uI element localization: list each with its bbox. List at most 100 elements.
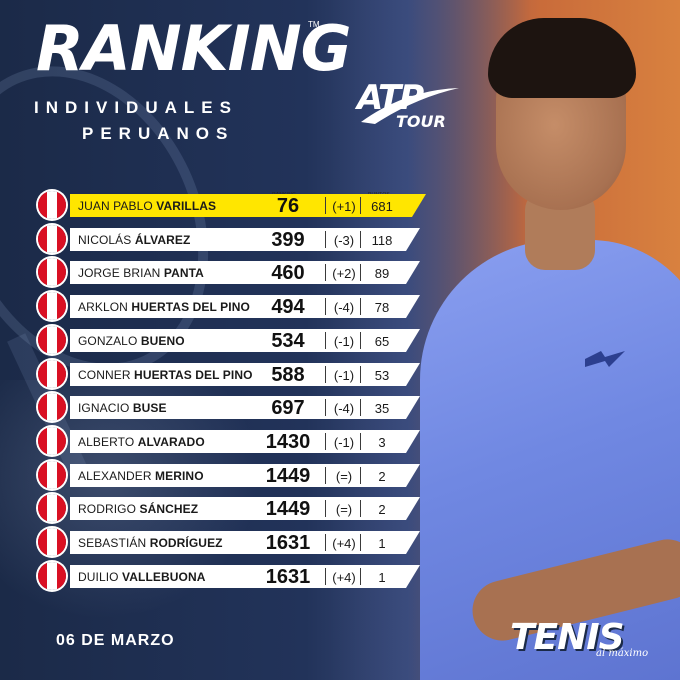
- lotto-logo-icon: [585, 351, 625, 367]
- player-name: GONZALO BUENO: [78, 334, 185, 348]
- peru-flag-icon: [38, 225, 66, 253]
- player-points: 1: [378, 570, 386, 585]
- column-separator: [360, 197, 361, 214]
- player-rank: 399: [271, 229, 305, 251]
- player-name: DUILIO VALLEBUONA: [78, 570, 206, 584]
- player-name: ALBERTO ALVARADO: [78, 435, 205, 449]
- player-first-name: NICOLÁS: [78, 233, 132, 247]
- player-rank: 697: [271, 397, 305, 419]
- player-rank: 1449: [265, 498, 311, 520]
- player-name: SEBASTIÁN RODRÍGUEZ: [78, 536, 223, 550]
- player-first-name: GONZALO: [78, 334, 138, 348]
- player-name: IGNACIO BUSE: [78, 401, 167, 415]
- rank-change: (-3): [333, 233, 355, 248]
- peru-flag-icon: [38, 326, 66, 354]
- player-points: 1: [378, 536, 386, 551]
- player-rank: 1449: [265, 465, 311, 487]
- column-separator: [360, 366, 361, 383]
- column-separator: [325, 433, 326, 450]
- row-bar: [70, 531, 420, 554]
- column-separator: [325, 231, 326, 248]
- player-points: 53: [374, 368, 390, 383]
- rank-change: (-1): [333, 368, 355, 383]
- player-last-name: ÁLVAREZ: [134, 233, 191, 247]
- player-rank: 534: [271, 330, 305, 352]
- player-last-name: SÁNCHEZ: [139, 502, 199, 516]
- rank-change: (=): [335, 469, 353, 484]
- row-bar: [70, 329, 420, 352]
- column-separator: [360, 467, 361, 484]
- page-title: RANKING: [36, 12, 352, 85]
- column-separator: [360, 534, 361, 551]
- date-label: 06 DE MARZO: [56, 632, 175, 649]
- player-first-name: JORGE BRIAN: [78, 266, 161, 280]
- column-separator: [325, 264, 326, 281]
- player-hair: [488, 18, 636, 98]
- column-separator: [325, 534, 326, 551]
- player-first-name: ARKLON: [78, 300, 128, 314]
- row-bar: [70, 396, 420, 419]
- player-last-name: MERINO: [155, 469, 204, 483]
- player-last-name: PANTA: [163, 266, 204, 280]
- row-bar: [70, 430, 420, 453]
- peru-flag-icon: [38, 562, 66, 590]
- column-separator: [360, 332, 361, 349]
- peru-flag-icon: [38, 528, 66, 556]
- player-last-name: VARILLAS: [156, 199, 217, 213]
- player-last-name: RODRÍGUEZ: [149, 536, 223, 550]
- rank-change: (+1): [332, 199, 356, 214]
- player-rank: 1631: [265, 532, 311, 554]
- rank-change: (-4): [333, 300, 355, 315]
- column-separator: [325, 399, 326, 416]
- player-first-name: JUAN PABLO: [78, 199, 153, 213]
- subtitle-line-1: INDIVIDUALES: [34, 98, 238, 117]
- rank-change: (+2): [332, 266, 356, 281]
- row-bar: [70, 194, 426, 217]
- player-points: 35: [374, 401, 390, 416]
- player-points: 2: [378, 502, 386, 517]
- player-first-name: ALEXANDER: [78, 469, 152, 483]
- column-separator: [360, 568, 361, 585]
- player-first-name: ALBERTO: [78, 435, 135, 449]
- atp-tour-text: TOUR: [396, 112, 446, 131]
- peru-flag-icon: [38, 494, 66, 522]
- row-bar: [70, 565, 420, 588]
- player-name: ALEXANDER MERINO: [78, 469, 204, 483]
- player-name: CONNER HUERTAS DEL PINO: [78, 368, 253, 382]
- player-points: 65: [374, 334, 390, 349]
- rank-change: (-1): [333, 435, 355, 450]
- column-separator: [325, 197, 326, 214]
- peru-flag-icon: [38, 292, 66, 320]
- row-bar: [70, 497, 420, 520]
- player-points: 3: [378, 435, 386, 450]
- column-separator: [360, 264, 361, 281]
- player-rank: 460: [271, 262, 305, 284]
- rank-change: (+4): [332, 570, 356, 585]
- player-points: 681: [371, 199, 393, 214]
- rank-change: (-4): [333, 401, 355, 416]
- peru-flag-icon: [38, 191, 66, 219]
- player-last-name: BUSE: [132, 401, 167, 415]
- column-separator: [325, 298, 326, 315]
- player-points: 118: [371, 233, 393, 248]
- column-separator: [360, 500, 361, 517]
- player-name: JORGE BRIAN PANTA: [78, 266, 204, 280]
- player-points: 2: [378, 469, 386, 484]
- column-separator: [360, 433, 361, 450]
- player-first-name: RODRIGO: [78, 502, 137, 516]
- player-name: NICOLÁS ÁLVAREZ: [78, 233, 190, 247]
- player-first-name: DUILIO: [78, 570, 119, 584]
- tenis-logo-subtitle: al máximo: [596, 648, 649, 659]
- peru-flag-icon: [38, 393, 66, 421]
- player-last-name: VALLEBUONA: [122, 570, 206, 584]
- column-separator: [325, 500, 326, 517]
- rank-change: (-1): [333, 334, 355, 349]
- player-name: JUAN PABLO VARILLAS: [78, 199, 216, 213]
- player-rank: 1430: [265, 431, 311, 453]
- column-separator: [360, 298, 361, 315]
- peru-flag-icon: [38, 360, 66, 388]
- column-separator: [325, 467, 326, 484]
- player-last-name: HUERTAS DEL PINO: [134, 368, 253, 382]
- player-rank: 588: [271, 364, 305, 386]
